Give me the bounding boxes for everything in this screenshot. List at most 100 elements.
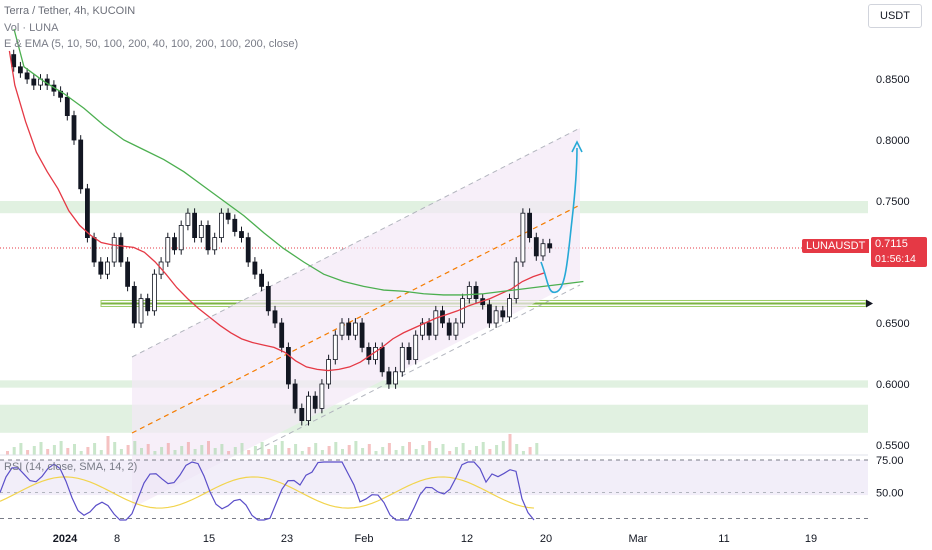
symbol-price-tag: LUNAUSDT	[802, 239, 870, 253]
candle-body	[145, 298, 151, 312]
volume-bar	[106, 436, 110, 455]
volume-bar	[320, 450, 324, 455]
rsi-legend: RSI (14, close, SMA, 14, 2)	[4, 461, 138, 473]
candle-body	[352, 322, 358, 336]
candle-body	[71, 115, 77, 141]
y-tick-label: 0.6000	[876, 379, 910, 391]
candle-body	[306, 395, 311, 422]
y-tick-label: 0.5500	[876, 440, 910, 452]
candle-body	[172, 237, 177, 251]
candle-body	[185, 212, 191, 226]
candle-body	[486, 304, 492, 324]
candle-body	[98, 261, 104, 275]
volume-bar	[361, 448, 365, 455]
x-tick-label: 12	[461, 533, 473, 545]
volume-bar	[140, 448, 143, 455]
candle-body	[165, 237, 171, 263]
volume-bar	[334, 442, 338, 455]
volume-bar	[73, 444, 76, 455]
rsi-tick-label: 50.00	[876, 488, 904, 500]
candle-body	[78, 139, 84, 190]
volume-bar	[227, 451, 231, 455]
volume-bar	[300, 451, 304, 455]
volume-bar	[454, 447, 458, 455]
price-channel	[131, 127, 581, 508]
candle-body	[460, 298, 466, 324]
volume-bar	[508, 434, 512, 455]
candle-countdown: 01:56:14	[875, 253, 916, 265]
candle-body	[406, 346, 412, 360]
volume-bar	[374, 451, 378, 455]
rsi-tick-label: 75.00	[876, 455, 904, 467]
volume-bar	[12, 447, 16, 455]
candle-body	[547, 243, 553, 249]
candle-body	[192, 212, 198, 238]
x-tick-label: Feb	[355, 533, 374, 545]
volume-bar	[186, 442, 190, 455]
volume-bar	[287, 448, 291, 455]
candle-body	[118, 237, 124, 263]
candle-body	[11, 54, 17, 68]
volume-bar	[213, 448, 217, 455]
candle-body	[393, 371, 399, 385]
candle-body	[359, 322, 365, 348]
volume-bar	[475, 446, 478, 455]
volume-bar	[247, 450, 251, 455]
volume-bar	[93, 443, 97, 455]
volume-bar	[347, 445, 351, 455]
volume-bar	[240, 443, 244, 455]
volume-bar	[381, 447, 385, 455]
candle-body	[91, 237, 97, 263]
rsi-ma-line	[0, 476, 535, 509]
currency-selector-button[interactable]: USDT	[868, 4, 922, 28]
volume-bar	[133, 441, 137, 455]
candle-body	[218, 212, 224, 238]
candle-body	[24, 72, 30, 80]
candle-body	[453, 322, 459, 336]
volume-bar	[267, 449, 271, 455]
volume-bar	[535, 443, 539, 455]
chart-title: Terra / Tether, 4h, KUCOIN	[4, 5, 136, 17]
x-tick-label: 20	[540, 533, 552, 545]
y-tick-label: 0.8000	[876, 135, 910, 147]
candle-body	[272, 310, 278, 324]
candle-body	[533, 237, 539, 257]
candle-body	[319, 383, 325, 409]
volume-bar	[19, 443, 23, 455]
volume-bar	[233, 447, 237, 455]
candle-body	[332, 334, 338, 361]
channel-upper	[131, 127, 581, 358]
volume-bar	[387, 443, 391, 455]
candle-body	[85, 188, 90, 239]
x-tick-label: 11	[718, 533, 729, 545]
volume-bar	[401, 446, 405, 455]
volume-bar	[119, 449, 123, 455]
candle-body	[386, 371, 392, 385]
volume-bar	[495, 445, 499, 455]
volume-bar	[367, 444, 371, 455]
candle-body	[426, 322, 432, 336]
candle-body	[493, 310, 499, 324]
volume-bar	[207, 441, 210, 455]
volume-bar	[441, 444, 445, 455]
volume-bar	[32, 446, 36, 455]
candle-body	[17, 66, 23, 74]
volume-bar	[193, 449, 197, 455]
x-tick-label: Mar	[629, 533, 648, 545]
candle-body	[225, 212, 231, 220]
last-price-tag: 0.7115 01:56:14	[871, 237, 927, 267]
candle-body	[312, 395, 318, 409]
support-zone	[0, 380, 868, 388]
x-tick-label: 8	[114, 533, 120, 545]
volume-bar	[66, 448, 70, 455]
volume-bar	[200, 445, 204, 455]
candle-body	[513, 261, 519, 299]
volume-bar	[488, 449, 492, 455]
volume-bar	[307, 447, 311, 455]
ema-legend: E & EMA (5, 10, 50, 100, 200, 40, 100, 2…	[4, 38, 299, 50]
y-tick-label: 0.7500	[876, 196, 910, 208]
volume-bar	[220, 444, 224, 455]
volume-bar	[408, 442, 411, 455]
volume-bar	[294, 444, 298, 455]
